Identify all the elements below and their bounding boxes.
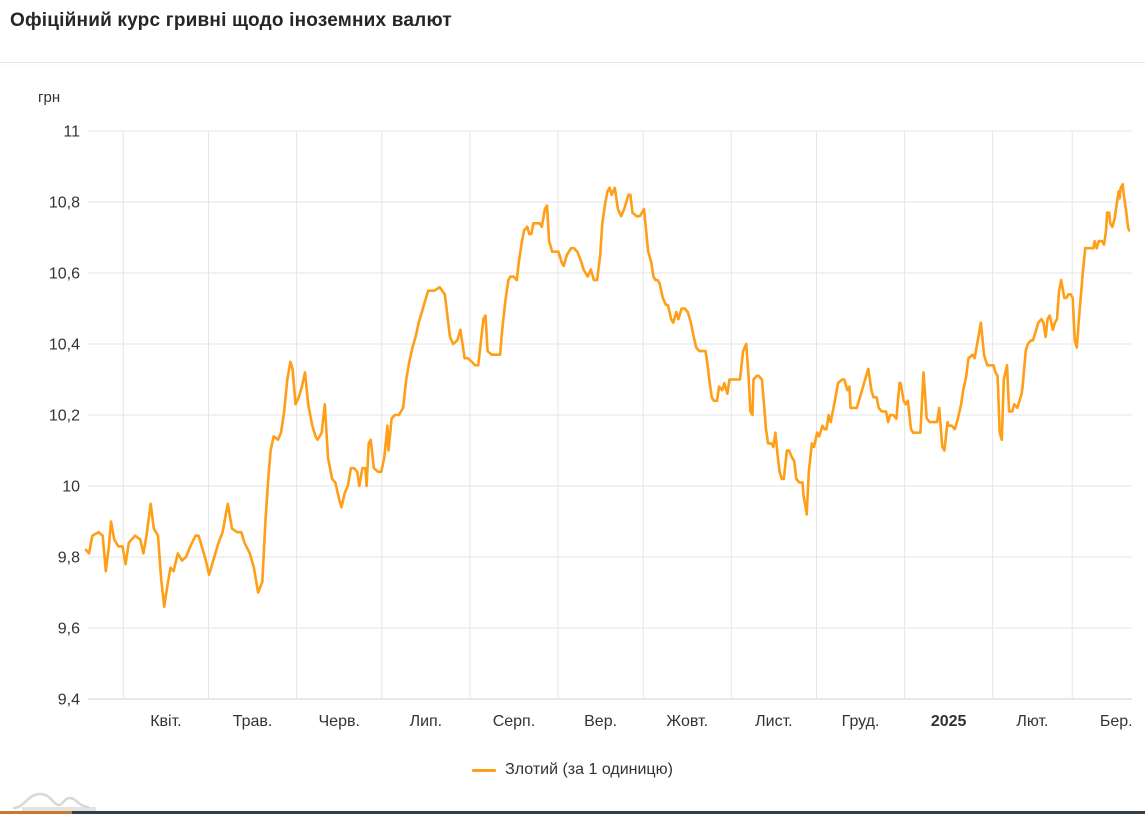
legend-item-zloty[interactable]: Злотий (за 1 одиницю) [0,761,1145,779]
page-title: Офіційний курс гривні щодо іноземних вал… [10,10,452,31]
y-tick-label: 9,4 [58,692,80,709]
y-tick-label: 10 [62,479,80,496]
x-month-label: Жовт. [666,713,708,730]
x-month-label: Лист. [755,713,792,730]
x-month-label: 2025 [931,713,967,730]
x-month-label: Трав. [233,713,273,730]
y-tick-label: 10,2 [49,408,80,425]
x-month-label: Вер. [584,713,617,730]
y-tick-label: 9,8 [58,550,80,567]
y-tick-label: 9,6 [58,621,80,638]
x-month-label: Черв. [319,713,360,730]
y-tick-label: 11 [63,124,80,141]
x-month-label: Серп. [493,713,535,730]
y-tick-label: 10,6 [49,266,80,283]
x-month-label: Бер. [1100,713,1133,730]
series-line-zloty[interactable] [84,183,1131,609]
bottom-strip-dark-segment [72,811,1145,814]
header-divider [0,62,1145,63]
sparkline-doodle-icon [12,792,96,811]
legend-label: Злотий (за 1 одиницю) [505,761,673,778]
x-month-label: Лют. [1016,713,1048,730]
x-month-label: Груд. [842,713,880,730]
y-axis-unit-label: грн [38,89,61,106]
y-tick-label: 10,4 [49,337,80,354]
bottom-strip [0,811,1145,814]
y-tick-label: 10,8 [49,195,80,212]
bottom-strip-orange-segment [0,811,72,814]
x-month-label: Лип. [410,713,443,730]
x-month-label: Квіт. [150,713,181,730]
legend-line-swatch [472,768,497,772]
